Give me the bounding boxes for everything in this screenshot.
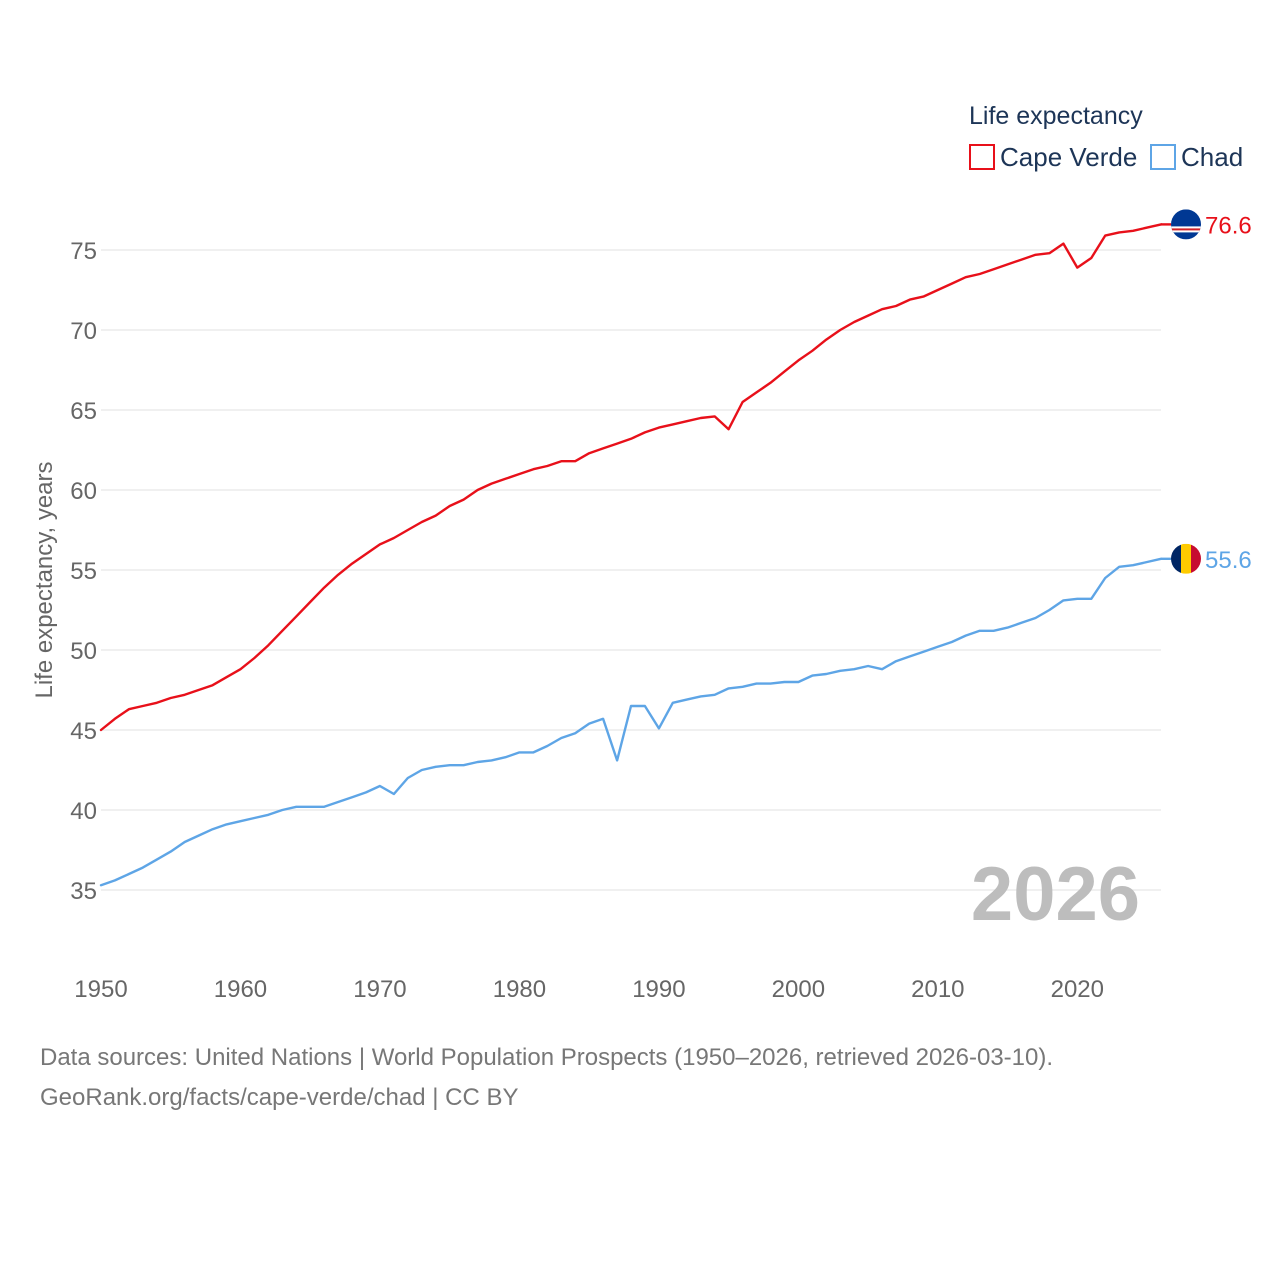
legend-label-cape-verde: Cape Verde (1000, 142, 1137, 172)
x-tick-label-2010: 2010 (911, 976, 964, 1003)
legend-swatch-cape-verde (969, 144, 995, 170)
cape-verde-flag-icon (1171, 209, 1201, 240)
series-lines (99, 223, 1163, 887)
credit-link[interactable]: GeoRank.org/facts/cape-verde/chad | CC B… (40, 1084, 519, 1111)
legend-item-chad[interactable]: Chad (1150, 142, 1243, 172)
x-tick-label-1970: 1970 (353, 976, 406, 1003)
y-tick-label-50: 50 (70, 638, 97, 665)
x-axis-ticks: 1950 1960 1970 1980 1990 2000 2010 2020 (74, 976, 1104, 1003)
y-tick-label-75: 75 (70, 238, 97, 265)
year-watermark: 2026 (971, 852, 1140, 937)
y-tick-label-35: 35 (70, 878, 97, 905)
y-axis-title: Life expectancy, years (31, 461, 58, 698)
x-tick-label-2000: 2000 (772, 976, 825, 1003)
data-source-note: Data sources: United Nations | World Pop… (40, 1044, 1054, 1071)
grid-lines (101, 249, 1161, 891)
series-line-chad[interactable] (99, 557, 1163, 887)
series-line-cape-verde[interactable] (99, 223, 1163, 732)
line-chart: 35 40 45 50 55 60 65 70 75 1950 1960 1970 1980 1990 2… (31, 102, 1252, 1003)
y-tick-label-65: 65 (70, 398, 97, 425)
x-tick-label-1950: 1950 (74, 976, 127, 1003)
y-tick-label-60: 60 (70, 478, 97, 505)
legend-title: Life expectancy (969, 102, 1143, 130)
legend-swatch-chad (1150, 144, 1176, 170)
legend-item-cape-verde[interactable]: Cape Verde (969, 142, 1137, 172)
chad-flag-icon (1171, 543, 1201, 574)
y-tick-label-55: 55 (70, 558, 97, 585)
legend: Life expectancy Cape Verde Chad (969, 102, 1243, 172)
x-tick-label-1960: 1960 (214, 976, 267, 1003)
y-tick-label-40: 40 (70, 798, 97, 825)
x-tick-label-1990: 1990 (632, 976, 685, 1003)
end-value-label-chad: 55.6 (1205, 547, 1252, 574)
x-tick-label-1980: 1980 (493, 976, 546, 1003)
y-axis-ticks: 35 40 45 50 55 60 65 70 75 (70, 238, 97, 905)
y-tick-label-45: 45 (70, 718, 97, 745)
end-value-label-cape-verde: 76.6 (1205, 212, 1252, 239)
y-tick-label-70: 70 (70, 318, 97, 345)
series-end-markers: 76.6 55.6 (1161, 209, 1252, 574)
legend-label-chad: Chad (1181, 142, 1243, 172)
x-tick-label-2020: 2020 (1051, 976, 1104, 1003)
